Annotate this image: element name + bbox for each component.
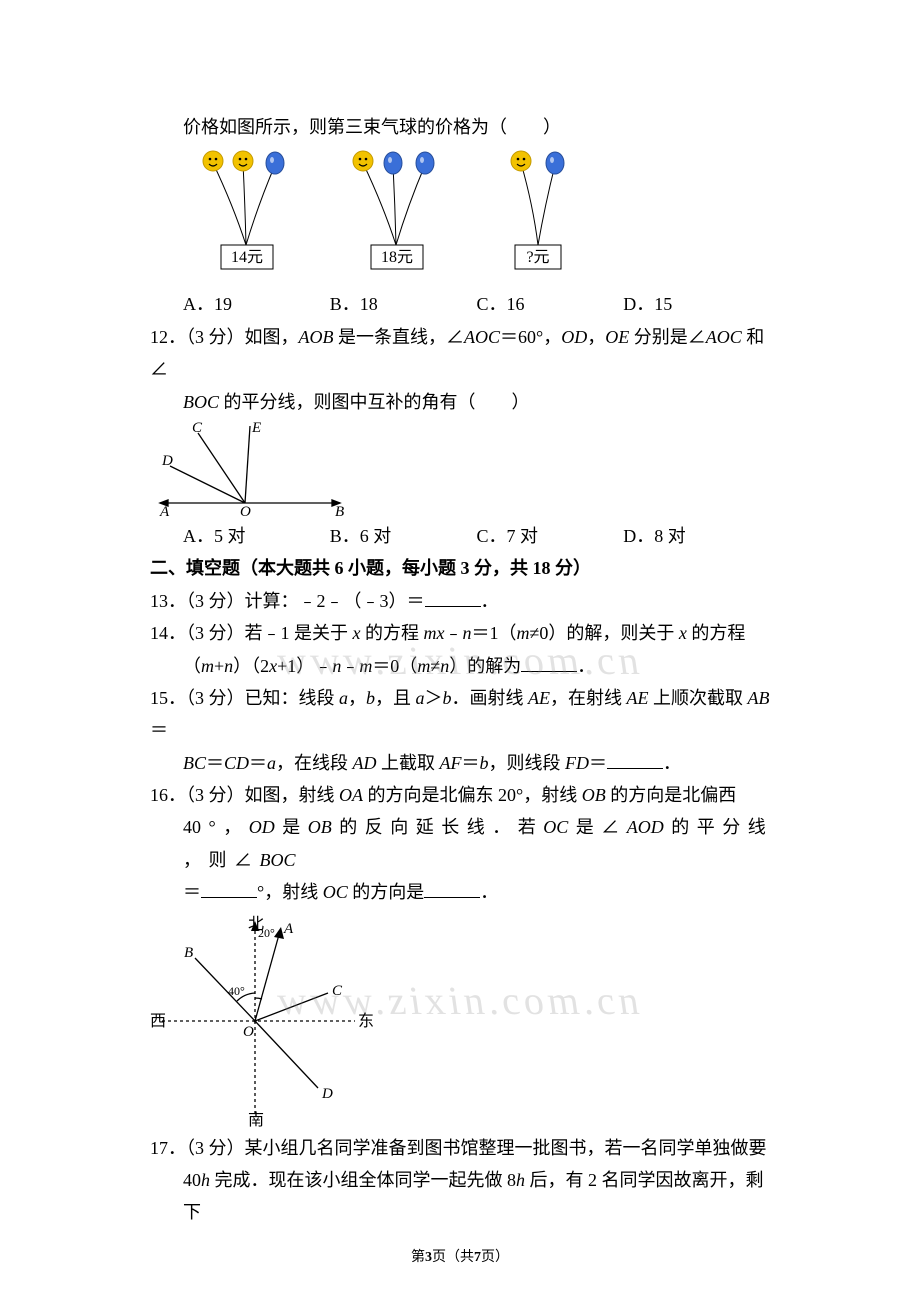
footer-page-num: 3 xyxy=(425,1250,432,1265)
q11-opt-a: A．19 xyxy=(183,288,330,320)
q14-line2: （m+n）（2x+1）﹣n﹣m＝0（m≠n）的解为． xyxy=(150,650,770,682)
page-footer: 第3页（共7页） xyxy=(0,1245,920,1270)
q16-figure: 北 南 东 西 A B C D O 20° 40° xyxy=(150,913,770,1128)
svg-text:C: C xyxy=(192,420,203,436)
q15-line1: 15．（3 分）已知：线段 a，b，且 a＞b．画射线 AE，在射线 AE 上顺… xyxy=(150,682,770,747)
q16-blank2 xyxy=(424,879,480,898)
q11-opt-d: D．15 xyxy=(623,288,770,320)
q12-opt-d: D．8 对 xyxy=(623,520,770,552)
q16-line2: 40 ° ， OD 是 OB 的 反 向 延 长 线 ． 若 OC 是 ∠ AO… xyxy=(150,811,770,876)
q11-opt-b: B．18 xyxy=(330,288,477,320)
q16-line3: ＝°，射线 OC 的方向是． xyxy=(150,876,770,908)
svg-text:西: 西 xyxy=(150,1013,166,1030)
q16-blank1 xyxy=(201,879,257,898)
q14-blank xyxy=(521,653,577,672)
svg-text:40°: 40° xyxy=(228,984,245,998)
q17-line1: 17．（3 分）某小组几名同学准备到图书馆整理一批图书，若一名同学单独做要 xyxy=(150,1132,770,1164)
svg-text:O: O xyxy=(240,504,251,518)
q11-price3: ?元 xyxy=(526,249,549,266)
q12-opt-b: B．6 对 xyxy=(330,520,477,552)
q11-opt-c: C．16 xyxy=(477,288,624,320)
svg-text:20°: 20° xyxy=(258,926,275,940)
q12-options: A．5 对 B．6 对 C．7 对 D．8 对 xyxy=(150,518,770,552)
svg-text:D: D xyxy=(161,453,173,469)
svg-text:东: 东 xyxy=(358,1012,374,1030)
svg-text:A: A xyxy=(283,921,294,937)
q12-opt-a: A．5 对 xyxy=(183,520,330,552)
svg-text:D: D xyxy=(321,1086,333,1102)
svg-text:O: O xyxy=(243,1024,254,1040)
section2-title: 二、填空题（本大题共 6 小题，每小题 3 分，共 18 分） xyxy=(150,552,770,584)
q11-price1: 14元 xyxy=(231,249,263,266)
q17-line2: 40h 完成．现在该小组全体同学一起先做 8h 后，有 2 名同学因故离开，剩下 xyxy=(150,1164,770,1229)
q12-opt-c: C．7 对 xyxy=(477,520,624,552)
svg-text:B: B xyxy=(184,945,193,961)
q11-lead-text: 价格如图所示，则第三束气球的价格为（ ） xyxy=(183,117,561,137)
q15-blank xyxy=(607,750,663,769)
svg-text:B: B xyxy=(335,504,344,518)
q12-figure: A B O C E D xyxy=(150,418,770,518)
q11-price2: 18元 xyxy=(381,249,413,266)
q16-line1: 16．（3 分）如图，射线 OA 的方向是北偏东 20°，射线 OB 的方向是北… xyxy=(150,779,770,811)
q11-options: A．19 B．18 C．16 D．15 xyxy=(150,286,770,320)
svg-text:A: A xyxy=(159,504,170,518)
q14-line1: 14．（3 分）若﹣1 是关于 x 的方程 mx﹣n＝1（m≠0）的解，则关于 … xyxy=(150,617,770,649)
q15-line2: BC＝CD＝a，在线段 AD 上截取 AF＝b，则线段 FD＝． xyxy=(150,747,770,779)
q13-blank xyxy=(425,588,481,607)
q11-figure: 14元 18元 ?元 xyxy=(150,145,770,280)
q12-line2: BOC 的平分线，则图中互补的角有（ ） xyxy=(150,386,770,418)
svg-text:南: 南 xyxy=(248,1111,264,1128)
q11-lead: 价格如图所示，则第三束气球的价格为（ ） xyxy=(150,111,770,143)
svg-text:C: C xyxy=(332,983,343,999)
q12-line1: 12．（3 分）如图，AOB 是一条直线，∠AOC＝60°，OD，OE 分别是∠… xyxy=(150,321,770,386)
svg-text:E: E xyxy=(251,420,261,436)
q13: 13．（3 分）计算：﹣2﹣（﹣3）＝． xyxy=(150,585,770,617)
footer-page-total: 7 xyxy=(474,1250,481,1265)
